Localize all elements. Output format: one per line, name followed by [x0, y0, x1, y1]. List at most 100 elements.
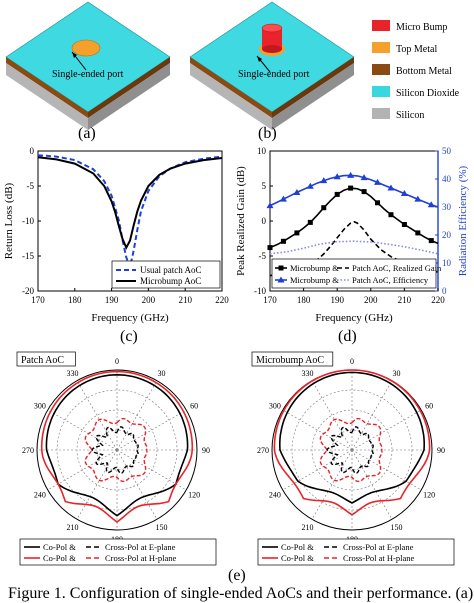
angle-label: 0 [350, 357, 354, 366]
panel-label-c: (c) [120, 328, 138, 345]
square-marker [307, 219, 313, 225]
y-axis-label: Return Loss (dB) [3, 182, 15, 259]
y-tick-label: 0 [262, 216, 267, 226]
silicon-dioxide-top-a [5, 1, 171, 113]
angle-label: 30 [393, 369, 401, 378]
polar-grid-spoke [351, 449, 422, 491]
x-tick-label: 170 [263, 295, 277, 305]
legend-label: Microbump AoC [140, 276, 201, 286]
x-tick-label: 190 [330, 295, 344, 305]
angle-label: 90 [202, 446, 210, 455]
polar-grid-spoke [351, 380, 393, 451]
angle-label: 240 [269, 491, 281, 500]
radiation-pattern-charts: 0306090120150180210240270300330Patch AoC… [16, 351, 455, 566]
square-marker [401, 222, 407, 227]
x-tick-label: 210 [398, 295, 412, 305]
angle-label: 60 [425, 402, 433, 411]
legend-swatch [372, 42, 390, 53]
x-tick-label: 200 [142, 295, 156, 305]
x-tick-label: 220 [215, 295, 229, 305]
polar-legend: Co-Pol & Cross-Pol at E-plane Co-Pol & Cros… [257, 538, 455, 566]
port-arrowhead-a [72, 52, 77, 58]
x-axis-label: Frequency (GHz) [315, 312, 393, 324]
triangle-marker [400, 190, 408, 197]
panel-label-d: (d) [338, 328, 357, 345]
triangle-marker [306, 182, 314, 189]
polar-title: Patch AoC [21, 355, 64, 366]
series-line [37, 154, 223, 271]
cross-pol-h-plane [84, 417, 148, 483]
legend-swatch [372, 108, 390, 119]
y-tick-label: 10 [257, 146, 267, 156]
series-line [269, 240, 439, 255]
angle-label: 150 [156, 523, 168, 532]
polar-grid-spoke [76, 380, 118, 451]
series-line [37, 156, 223, 250]
legend-label: Patch AoC, Efficiency [352, 275, 429, 285]
x-tick-label: 180 [68, 295, 82, 305]
legend-label: Patch AoC, Realized Gain [352, 263, 442, 273]
return-loss-chart: 170 180 190 200 210 220 0 -5 -10 -15 -20 Frequency … [3, 146, 229, 324]
bottom-metal-right-a [88, 57, 170, 118]
co-pol-h-plane [40, 370, 194, 523]
bottom-metal-left-b [190, 57, 272, 118]
triangle-marker [387, 184, 395, 191]
triangle-marker [320, 177, 328, 184]
x-tick-label: 210 [178, 295, 192, 305]
legend-marker [278, 265, 284, 271]
polar-grid-spoke [116, 449, 158, 520]
cross-pol-h-plane [319, 417, 383, 483]
legend-box [19, 538, 217, 566]
bottom-metal-right-b [272, 57, 354, 118]
port-arrowhead-b [257, 56, 262, 62]
triangle-marker [333, 173, 341, 180]
legend-label: Cross-Pol at H-plane [343, 553, 415, 563]
panel-label-a: (a) [78, 125, 96, 142]
legend-box [111, 260, 221, 289]
triangle-marker [279, 195, 287, 202]
square-marker [267, 245, 273, 251]
silicon-dioxide-top-b [189, 1, 355, 113]
silicon-right-a [88, 63, 170, 130]
x-tick-label: 170 [31, 295, 45, 305]
polar-legend: Co-Pol & Cross-Pol at E-plane Co-Pol & Cros… [19, 538, 217, 566]
y-axis-label: Peak Realized Gain (dB) [235, 166, 247, 276]
silicon-right-b [272, 63, 354, 130]
triangle-marker [293, 188, 301, 195]
polar-title: Microbump AoC [256, 355, 324, 366]
square-marker [348, 185, 354, 191]
legend-label: Micro Bump [396, 22, 447, 33]
polar-grid-spoke [311, 449, 353, 520]
y-tick-label: -10 [22, 216, 34, 226]
y-tick-label: -10 [254, 286, 266, 296]
legend-marker [277, 276, 285, 283]
micro-bump-bottom [262, 45, 282, 53]
legend-label: Microbump & [290, 263, 339, 273]
legend-label: Microbump & [290, 275, 339, 285]
angle-label: 120 [188, 491, 200, 500]
port-label-a: Single-ended port [52, 69, 124, 80]
x-tick-label: 220 [431, 295, 445, 305]
silicon-left-b [190, 63, 272, 130]
micro-bump-top [261, 23, 283, 33]
legend-label: Co-Pol & [43, 553, 76, 563]
legend-box [257, 538, 455, 566]
micro-bump-body [262, 28, 282, 49]
polar-grid-spoke [116, 380, 158, 451]
angle-label: 90 [437, 446, 445, 455]
angle-label: 300 [34, 402, 46, 411]
square-marker [375, 200, 381, 206]
angle-label: 330 [67, 369, 79, 378]
polar-plot: 0306090120150180210240270300330Patch AoC [16, 351, 210, 544]
polar-grid-spoke [116, 449, 187, 491]
angle-label: 240 [34, 491, 46, 500]
legend-label: Bottom Metal [396, 66, 452, 77]
polar-grid-spoke [311, 380, 353, 451]
square-marker [321, 205, 327, 211]
square-marker [334, 191, 340, 197]
bottom-metal-left-a [6, 57, 88, 118]
legend-label: Silicon Dioxide [396, 88, 460, 99]
co-pol-h-plane [273, 369, 431, 516]
angle-label: 0 [115, 357, 119, 366]
legend-label: Co-Pol & [43, 542, 76, 552]
